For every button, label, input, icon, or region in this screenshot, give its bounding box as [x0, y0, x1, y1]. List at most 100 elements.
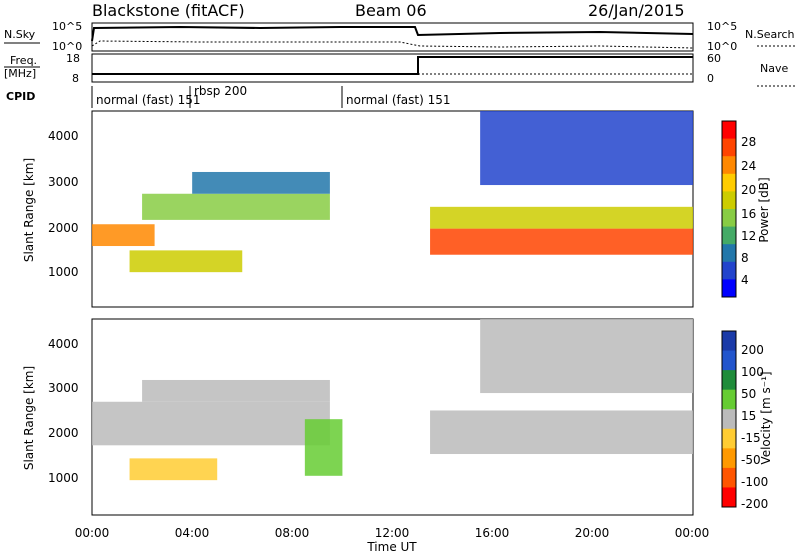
colorbar-swatch — [722, 121, 736, 140]
power-ytick-4000: 4000 — [48, 129, 79, 143]
heatmap-cell — [480, 111, 693, 186]
heatmap-cell — [129, 458, 218, 481]
xtick-1600: 16:00 — [475, 526, 510, 540]
freq-right-tick-top: 60 — [707, 52, 721, 65]
vel-cb-tick-50: 50 — [741, 387, 756, 401]
beam-title: Beam 06 — [355, 1, 427, 20]
cpid-panel: CPID normal (fast) 151 rbsp 200 normal (… — [6, 84, 450, 108]
power-cb-tick-24: 24 — [741, 159, 756, 173]
cpid-segment-1: normal (fast) 151 — [96, 93, 200, 107]
colorbar-swatch — [722, 487, 736, 508]
time-axis: 00:00 04:00 08:00 12:00 16:00 20:00 00:0… — [75, 526, 710, 554]
velocity-colorbar-label: Velocity [m s⁻¹] — [759, 371, 773, 464]
station-title: Blackstone (fitACF) — [92, 1, 245, 20]
heatmap-cell — [142, 193, 330, 220]
heatmap-cell — [304, 419, 343, 476]
colorbar-swatch — [722, 428, 736, 449]
colorbar-swatch — [722, 350, 736, 371]
vel-cb-tick-200: 200 — [741, 343, 764, 357]
velocity-colorbar — [721, 330, 737, 508]
cpid-segment-3: normal (fast) 151 — [346, 93, 450, 107]
colorbar-swatch — [722, 156, 736, 175]
x-axis-label: Time UT — [366, 540, 417, 554]
xtick-0400: 04:00 — [175, 526, 210, 540]
vel-cb-tick-m100: -100 — [741, 475, 768, 489]
velocity-ytick-1000: 1000 — [48, 471, 79, 485]
velocity-ylabel: Slant Range [km] — [22, 366, 36, 470]
search-noise-line — [91, 40, 694, 49]
freq-left-label-2: [MHz] — [4, 67, 36, 80]
xtick-0000: 00:00 — [75, 526, 110, 540]
velocity-ytick-2000: 2000 — [48, 426, 79, 440]
colorbar-swatch — [722, 261, 736, 280]
vel-cb-tick-m15: -15 — [741, 431, 761, 445]
colorbar-frame — [721, 330, 737, 508]
velocity-ytick-4000: 4000 — [48, 337, 79, 351]
colorbar-swatch — [722, 331, 736, 352]
heatmap-cell — [92, 401, 330, 446]
colorbar-swatch — [722, 467, 736, 488]
vel-cb-tick-m200: -200 — [741, 497, 768, 511]
xtick-0800: 08:00 — [275, 526, 310, 540]
power-cb-tick-12: 12 — [741, 229, 756, 243]
colorbar-swatch — [722, 448, 736, 469]
sky-left-tick-top: 10^5 — [52, 20, 82, 33]
heatmap-cell — [480, 319, 693, 394]
freq-left-tick-bottom: 8 — [72, 72, 79, 85]
power-panel: Slant Range [km] 4000 3000 2000 1000 Pow… — [22, 110, 771, 308]
colorbar-swatch — [722, 389, 736, 410]
heatmap-cell — [430, 228, 693, 255]
velocity-panel: Slant Range [km] 4000 3000 2000 1000 Vel… — [22, 318, 773, 516]
sky-right-tick-bottom: 10^0 — [707, 40, 737, 53]
colorbar-swatch — [722, 191, 736, 210]
heatmap-cell — [129, 250, 243, 273]
freq-right-label: Nave — [760, 62, 788, 75]
vel-cb-tick-100: 100 — [741, 365, 764, 379]
colorbar-swatch — [722, 209, 736, 228]
sky-left-label: N.Sky — [4, 28, 36, 41]
heatmap-cell — [92, 224, 155, 247]
freq-left-label-1: Freq. — [10, 54, 37, 67]
sky-right-tick-top: 10^5 — [707, 20, 737, 33]
vel-cb-tick-15: 15 — [741, 409, 756, 423]
power-cb-tick-8: 8 — [741, 251, 749, 265]
xtick-2000: 20:00 — [575, 526, 610, 540]
sky-noise-panel: N.Sky 10^5 10^0 10^5 10^0 N.Search — [4, 20, 797, 53]
power-ytick-2000: 2000 — [48, 221, 79, 235]
freq-left-tick-top: 18 — [66, 52, 80, 65]
power-colorbar-label: Power [dB] — [757, 177, 771, 242]
heatmap-cell — [430, 410, 693, 455]
sky-noise-line — [91, 25, 694, 42]
colorbar-frame — [721, 120, 737, 298]
cpid-label: CPID — [6, 90, 35, 103]
freq-right-tick-bottom: 0 — [707, 72, 714, 85]
vel-cb-tick-m50: -50 — [741, 453, 761, 467]
xtick-2400: 00:00 — [675, 526, 710, 540]
power-ylabel: Slant Range [km] — [22, 158, 36, 262]
power-cb-tick-16: 16 — [741, 207, 756, 221]
heatmap-cell — [192, 171, 330, 194]
power-cb-tick-4: 4 — [741, 273, 749, 287]
power-ytick-1000: 1000 — [48, 265, 79, 279]
sky-right-label: N.Search — [745, 28, 795, 41]
colorbar-swatch — [722, 244, 736, 263]
colorbar-swatch — [722, 138, 736, 157]
velocity-data-layer — [92, 319, 693, 481]
power-ytick-3000: 3000 — [48, 175, 79, 189]
cpid-segment-2: rbsp 200 — [194, 84, 247, 98]
frequency-panel: Freq. [MHz] 18 8 60 0 Nave — [4, 52, 797, 87]
date-title: 26/Jan/2015 — [588, 1, 685, 20]
colorbar-swatch — [722, 370, 736, 391]
heatmap-cell — [142, 379, 330, 402]
colorbar-swatch — [722, 409, 736, 430]
sky-left-tick-bottom: 10^0 — [52, 40, 82, 53]
power-colorbar — [721, 120, 737, 298]
colorbar-swatch — [722, 173, 736, 192]
heatmap-cell — [430, 206, 693, 229]
xtick-1200: 12:00 — [375, 526, 410, 540]
colorbar-swatch — [722, 279, 736, 298]
velocity-ytick-3000: 3000 — [48, 381, 79, 395]
frequency-line — [92, 56, 693, 75]
power-cb-tick-28: 28 — [741, 135, 756, 149]
